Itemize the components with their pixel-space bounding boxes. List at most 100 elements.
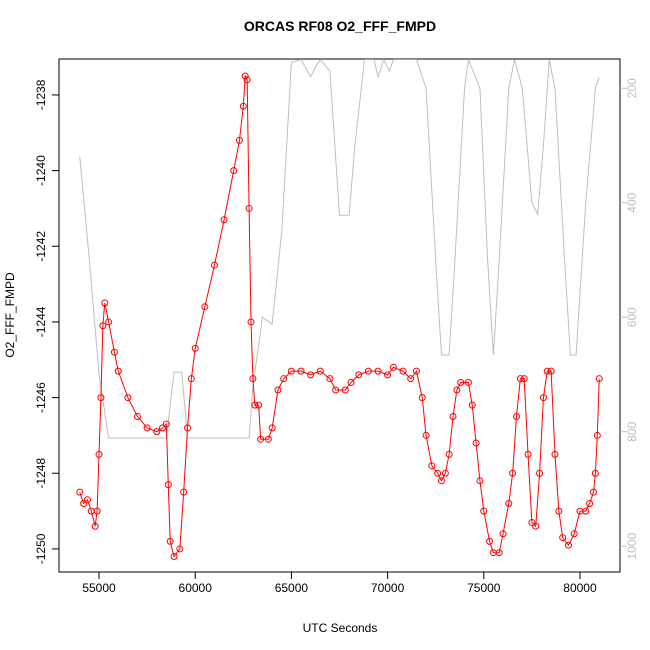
data-point xyxy=(449,413,457,421)
data-point xyxy=(536,469,544,477)
data-point xyxy=(110,348,118,356)
data-point xyxy=(176,545,184,553)
data-point xyxy=(247,318,255,326)
y-tick-label: -1250 xyxy=(34,533,48,564)
y2-tick-label: 1000 xyxy=(625,533,639,560)
series-line xyxy=(79,74,600,558)
data-point xyxy=(422,431,430,439)
data-point xyxy=(166,537,174,545)
data-point xyxy=(516,375,524,383)
data-point xyxy=(191,344,199,352)
y-tick-label: -1238 xyxy=(34,79,48,110)
data-point xyxy=(124,394,132,402)
data-point xyxy=(241,72,249,80)
data-point xyxy=(162,420,170,428)
data-point xyxy=(464,378,472,386)
data-point xyxy=(434,469,442,477)
data-point xyxy=(101,299,109,307)
data-point xyxy=(243,76,251,84)
plot-frame xyxy=(58,58,621,573)
data-point xyxy=(512,413,520,421)
data-point xyxy=(99,322,107,330)
data-point xyxy=(255,401,263,409)
data-point xyxy=(468,401,476,409)
x-tick-label: 80000 xyxy=(563,581,597,595)
data-point xyxy=(280,375,288,383)
data-point xyxy=(97,394,105,402)
data-point xyxy=(249,375,257,383)
data-point xyxy=(476,477,484,485)
plot-area xyxy=(76,59,603,560)
y2-tick-label: 800 xyxy=(625,421,639,441)
data-point xyxy=(524,450,532,458)
data-point xyxy=(593,431,601,439)
y-tick-label: -1248 xyxy=(34,458,48,489)
chart-title: ORCAS RF08 O2_FFF_FMPD xyxy=(244,18,436,34)
data-point xyxy=(332,386,340,394)
data-point xyxy=(230,167,238,175)
data-point xyxy=(91,522,99,530)
data-point xyxy=(547,367,555,375)
data-point xyxy=(437,477,445,485)
data-point xyxy=(582,507,590,515)
data-point xyxy=(95,450,103,458)
data-point xyxy=(159,424,167,432)
data-point xyxy=(384,371,392,379)
data-point xyxy=(539,394,547,402)
data-point xyxy=(555,507,563,515)
data-point xyxy=(428,462,436,470)
data-point xyxy=(316,367,324,375)
data-point xyxy=(457,378,465,386)
x-axis-title: UTC Seconds xyxy=(303,621,378,635)
data-point xyxy=(441,469,449,477)
y-axis-title: O2_FFF_FMPD xyxy=(3,272,17,358)
data-point xyxy=(595,375,603,383)
data-point xyxy=(559,534,567,542)
y2-tick-label: 600 xyxy=(625,307,639,327)
data-point xyxy=(297,367,305,375)
data-point xyxy=(184,424,192,432)
data-point xyxy=(133,413,141,421)
data-point xyxy=(505,500,513,508)
data-point xyxy=(589,488,597,496)
y-tick-label: -1246 xyxy=(34,382,48,413)
data-point xyxy=(543,367,551,375)
series-line xyxy=(79,59,600,439)
y-tick-label: -1240 xyxy=(34,155,48,186)
data-point xyxy=(486,537,494,545)
data-point xyxy=(326,375,334,383)
data-point xyxy=(389,363,397,371)
data-point xyxy=(532,522,540,530)
data-point xyxy=(201,303,209,311)
data-point xyxy=(187,375,195,383)
data-point xyxy=(105,318,113,326)
data-point xyxy=(210,261,218,269)
data-point xyxy=(586,500,594,508)
data-point xyxy=(570,530,578,538)
x-tick-label: 60000 xyxy=(179,581,213,595)
y-tick-label: -1242 xyxy=(34,231,48,262)
data-point xyxy=(480,507,488,515)
data-point xyxy=(180,488,188,496)
data-point xyxy=(528,518,536,526)
data-point xyxy=(407,375,415,383)
data-point xyxy=(251,401,259,409)
data-point xyxy=(564,541,572,549)
data-point xyxy=(114,367,122,375)
data-point xyxy=(472,439,480,447)
data-point xyxy=(264,435,272,443)
data-point xyxy=(445,450,453,458)
data-point xyxy=(239,102,247,110)
x-tick-label: 65000 xyxy=(275,581,309,595)
y2-tick-label: 200 xyxy=(625,78,639,98)
data-point xyxy=(164,481,172,489)
x-tick-label: 70000 xyxy=(371,581,405,595)
data-point xyxy=(83,496,91,504)
data-point xyxy=(307,371,315,379)
data-point xyxy=(341,386,349,394)
data-point xyxy=(495,549,503,557)
data-point xyxy=(93,507,101,515)
data-point xyxy=(274,386,282,394)
x-tick-label: 55000 xyxy=(82,581,116,595)
